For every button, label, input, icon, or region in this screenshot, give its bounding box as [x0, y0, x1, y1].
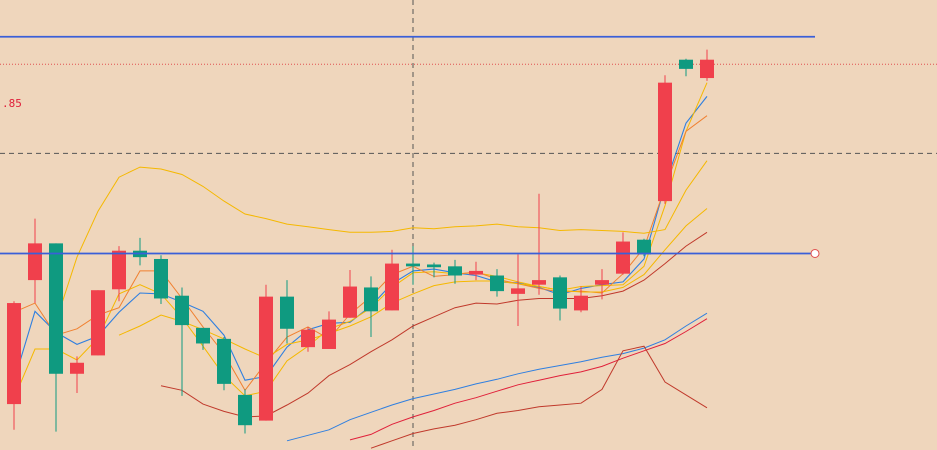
candle-body	[196, 327, 210, 344]
candle-body	[301, 329, 315, 348]
candle	[301, 326, 315, 352]
candle-body	[49, 243, 63, 374]
candle-body	[322, 319, 336, 349]
candle	[553, 275, 567, 321]
candle-body	[364, 287, 378, 312]
horizontal-lines[interactable]	[0, 35, 820, 258]
candle-body	[28, 243, 42, 281]
candle-body	[595, 280, 609, 285]
candle	[238, 389, 252, 434]
candle-body	[217, 338, 231, 384]
candle-body	[658, 82, 672, 202]
candle-body	[238, 394, 252, 426]
candle	[280, 280, 294, 344]
candle-body	[175, 295, 189, 326]
candle-body	[280, 296, 294, 329]
candle	[7, 301, 21, 430]
candle	[322, 311, 336, 349]
candle-body	[7, 303, 21, 405]
candle-body	[616, 241, 630, 274]
indicator-line-9	[370, 345, 708, 449]
candle	[28, 218, 42, 304]
candle-body	[490, 275, 504, 292]
candle	[427, 262, 441, 278]
candle	[532, 193, 546, 295]
line-handle[interactable]	[810, 248, 820, 258]
candle	[343, 270, 357, 318]
candle	[49, 243, 63, 432]
candle	[595, 269, 609, 300]
candle	[91, 290, 105, 356]
candle-body	[553, 277, 567, 309]
candle-body	[385, 263, 399, 311]
candle	[469, 261, 483, 281]
candle-body	[511, 288, 525, 294]
indicator-lines	[13, 82, 708, 449]
candle-body	[448, 266, 462, 276]
candle	[217, 337, 231, 391]
candle	[175, 287, 189, 396]
price-label: .85	[2, 97, 22, 110]
indicator-line-7	[286, 312, 708, 442]
candle-body	[469, 270, 483, 275]
candle	[112, 246, 126, 302]
candle	[658, 75, 672, 204]
candle-body	[574, 295, 588, 311]
candle	[364, 276, 378, 338]
candle	[511, 254, 525, 327]
candle	[448, 259, 462, 284]
candle-body	[70, 362, 84, 374]
candle	[196, 327, 210, 350]
indicator-line-8	[349, 318, 708, 441]
indicator-line-4	[55, 160, 708, 322]
candle	[154, 255, 168, 304]
candle	[385, 249, 399, 311]
candle	[574, 286, 588, 313]
candle-body	[532, 280, 546, 285]
candle-body	[700, 59, 714, 79]
candles	[7, 49, 714, 434]
candle	[679, 58, 693, 77]
candle-body	[637, 239, 651, 255]
candle-body	[91, 290, 105, 356]
candle	[490, 269, 504, 297]
candle-body	[112, 250, 126, 290]
candle-body	[259, 296, 273, 421]
candle-body	[427, 264, 441, 268]
candle	[259, 284, 273, 421]
candle	[406, 246, 420, 285]
candle-body	[406, 263, 420, 267]
candle	[700, 49, 714, 81]
candle	[70, 356, 84, 394]
candle-body	[679, 59, 693, 69]
indicator-line-5	[118, 208, 708, 359]
candle-body	[343, 286, 357, 318]
candle-body	[154, 258, 168, 299]
